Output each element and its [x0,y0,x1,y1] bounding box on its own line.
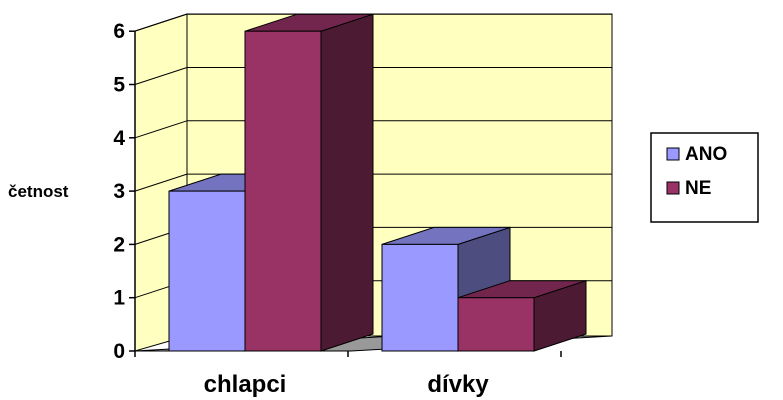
bar-side [320,13,374,352]
gridline-side [134,120,188,139]
bar-front [457,297,535,352]
x-axis-ticks [134,351,562,357]
legend-label-ano: ANO [685,144,727,165]
y-axis-label: četnost [8,182,69,201]
x-category-label: chlapci [204,371,287,398]
bar-ne-1 [457,280,587,352]
bar-ne-0 [244,13,374,352]
legend-swatch-ano [666,147,680,161]
legend-swatch-ne [666,181,680,195]
x-axis-labels: chlapci dívky [204,371,490,398]
gridline-side [134,13,188,32]
bars [168,13,587,352]
y-tick-label: 6 [113,20,125,43]
gridline-side [134,173,188,192]
legend: ANO NE [650,132,759,223]
y-tick-label: 1 [113,287,125,310]
gridline-side [134,67,188,85]
y-tick-label: 0 [113,340,125,363]
x-category-label: dívky [427,371,489,398]
bar-front [168,190,246,352]
bar-front [381,243,459,352]
y-tick-label: 5 [113,74,125,97]
y-tick-label: 4 [113,127,125,150]
bar-front [244,30,322,352]
y-tick-label: 3 [113,180,125,203]
legend-label-ne: NE [685,178,711,199]
y-tick-label: 2 [113,233,125,256]
y-axis-ticks: 0 1 2 3 4 5 6 [113,20,135,363]
